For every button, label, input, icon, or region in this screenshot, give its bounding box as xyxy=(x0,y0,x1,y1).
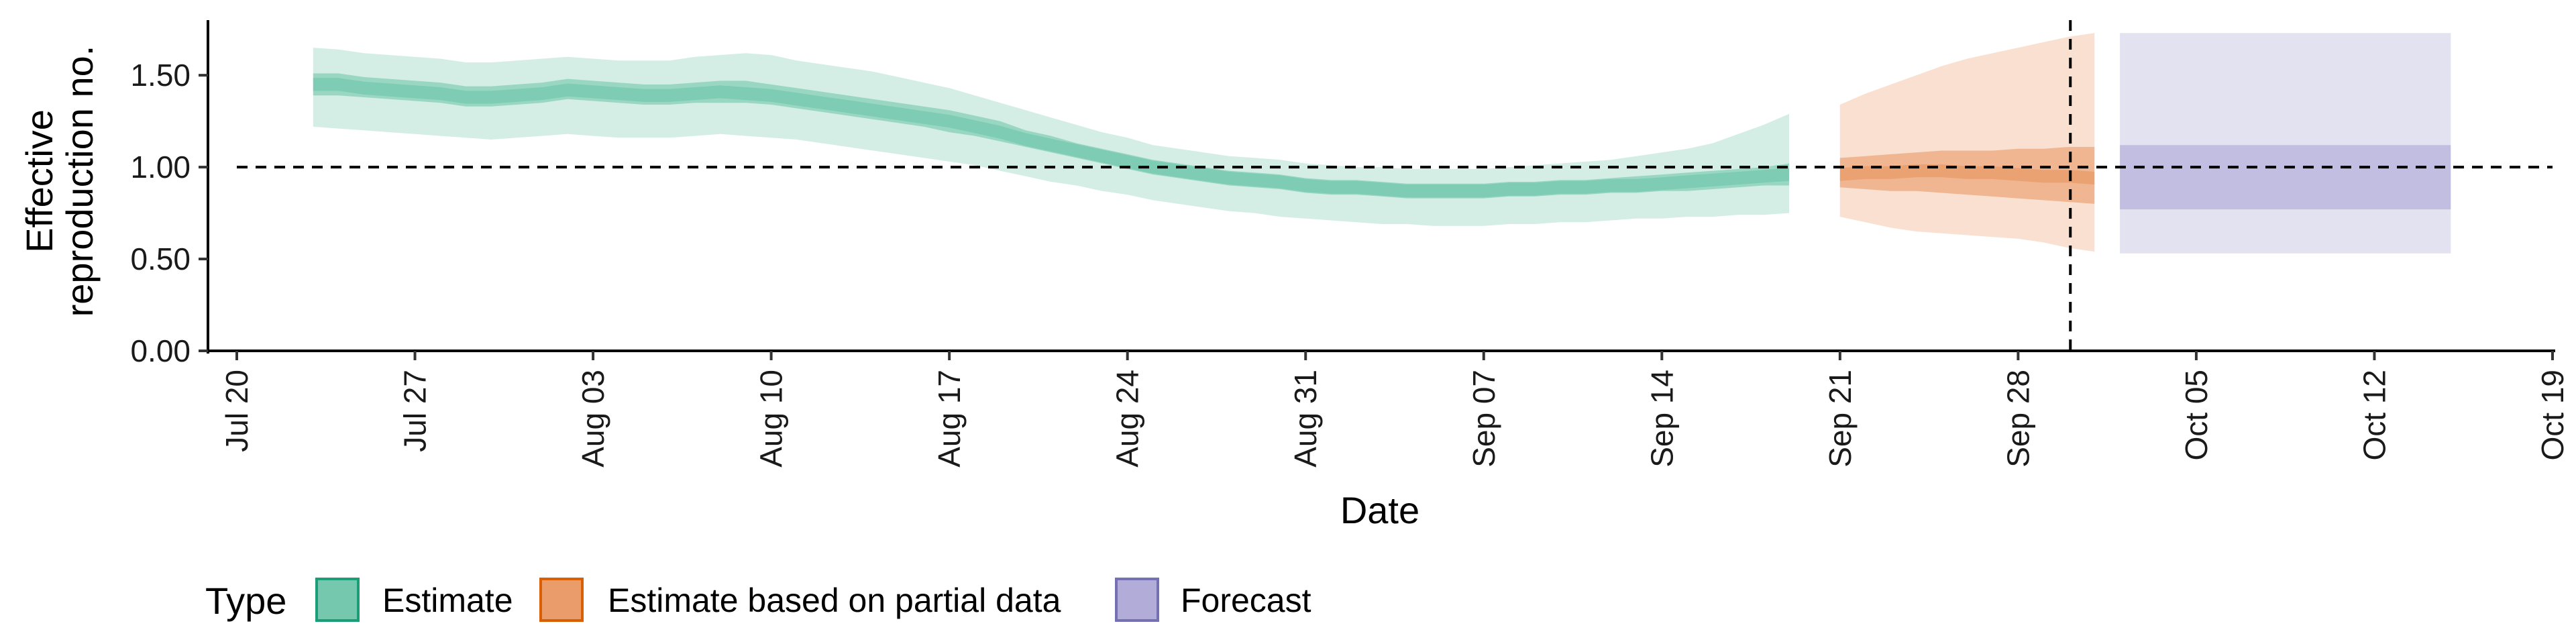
legend-label-forecast: Forecast xyxy=(1181,582,1311,619)
x-tick-label: Aug 17 xyxy=(932,370,967,468)
y-tick-label: 1.50 xyxy=(130,58,191,93)
x-tick-label: Aug 03 xyxy=(576,370,610,468)
x-tick-label: Jul 27 xyxy=(398,370,433,452)
x-tick-label: Aug 31 xyxy=(1288,370,1323,468)
x-tick-label: Sep 14 xyxy=(1644,370,1679,468)
reference-lines xyxy=(237,20,2553,351)
x-tick-label: Oct 12 xyxy=(2357,370,2392,461)
legend-title: Type xyxy=(205,580,286,622)
ribbon-90-forecast xyxy=(2120,33,2451,254)
x-tick-label: Aug 10 xyxy=(754,370,789,468)
ribbon-90-estimate-based-on-partial-data xyxy=(1839,33,2095,252)
ribbon-50-forecast xyxy=(2120,145,2451,210)
y-axis-title-line-1: Effective xyxy=(18,109,60,253)
x-tick-label: Oct 05 xyxy=(2179,370,2214,461)
y-tick-label: 1.00 xyxy=(130,150,191,184)
y-tick-label: 0.50 xyxy=(130,241,191,276)
x-tick-label: Aug 24 xyxy=(1110,370,1145,468)
y-tick-label: 0.00 xyxy=(130,333,191,368)
legend-label-estimate: Estimate xyxy=(382,582,513,619)
x-axis-title: Date xyxy=(1340,489,1419,531)
ribbons xyxy=(313,33,2451,254)
x-tick-label: Oct 19 xyxy=(2535,370,2570,461)
median-band-estimate xyxy=(313,78,1789,198)
y-axis-title: Effective reproduction no. xyxy=(18,46,101,317)
x-tick-label: Sep 07 xyxy=(1466,370,1501,468)
y-axis-title-line-2: reproduction no. xyxy=(58,46,101,317)
legend-key-estimate xyxy=(315,578,360,622)
x-tick-label: Sep 21 xyxy=(1823,370,1858,468)
legend-key-forecast xyxy=(1115,578,1159,622)
x-tick-label: Jul 20 xyxy=(219,370,254,452)
legend-key-partial xyxy=(539,578,584,622)
legend-label-partial: Estimate based on partial data xyxy=(608,582,1061,619)
axes: 0.00 0.50 1.00 1.50 Jul 20 Jul 27 Aug 03 Aug 10… xyxy=(130,20,2570,468)
median-band-estimate-based-on-partial-data xyxy=(1839,164,2095,185)
x-tick-label: Sep 28 xyxy=(2000,370,2035,468)
legend: Type Estimate Estimate based on partial … xyxy=(205,578,1311,622)
